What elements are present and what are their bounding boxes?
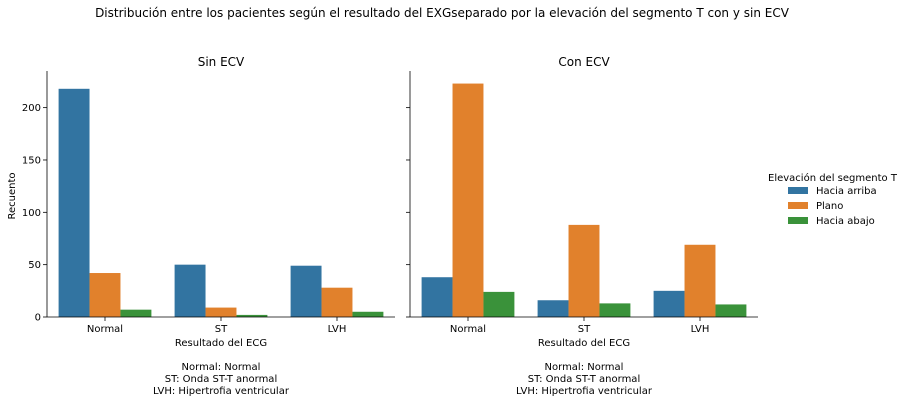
- x-tick-label-sin-ecv-st: ST: [215, 324, 228, 335]
- bar-sin-ecv-st-hacia-arriba: [174, 264, 206, 317]
- bar-con-ecv-st-plano: [568, 224, 600, 317]
- bar-sin-ecv-st-plano: [205, 307, 237, 317]
- note-line-1-sin-ecv: Normal: Normal: [182, 362, 261, 373]
- bar-con-ecv-normal-hacia-abajo: [483, 291, 515, 317]
- bar-con-ecv-normal-plano: [452, 83, 484, 317]
- bar-sin-ecv-lvh-hacia-abajo: [352, 311, 384, 317]
- bar-sin-ecv-lvh-plano: [321, 287, 353, 317]
- bar-sin-ecv-normal-plano: [89, 273, 121, 317]
- bar-con-ecv-st-hacia-abajo: [599, 303, 631, 317]
- note-line-3-sin-ecv: LVH: Hipertrofia ventricular: [153, 386, 290, 397]
- bar-con-ecv-st-hacia-arriba: [537, 300, 569, 317]
- legend: Elevación del segmento T Hacia arriba Pla…: [768, 172, 898, 227]
- y-tick-label-100: 100: [22, 208, 41, 219]
- panel-sin-ecv: Sin ECV Recuento Resultado del ECG Norma…: [7, 55, 395, 397]
- bar-con-ecv-lvh-plano: [684, 244, 716, 317]
- legend-swatch-plano: [788, 202, 808, 209]
- panel-title-sin-ecv: Sin ECV: [198, 55, 245, 69]
- x-axis-label-sin-ecv: Resultado del ECG: [175, 338, 267, 349]
- y-axis-label: Recuento: [7, 172, 18, 219]
- legend-swatch-hacia-arriba: [788, 187, 808, 194]
- x-tick-label-sin-ecv-lvh: LVH: [328, 324, 347, 335]
- bar-sin-ecv-normal-hacia-abajo: [120, 309, 152, 317]
- x-tick-label-con-ecv-st: ST: [578, 324, 591, 335]
- x-axis-label-con-ecv: Resultado del ECG: [538, 338, 630, 349]
- panel-con-ecv: Con ECV Resultado del ECG Normal: Normal…: [406, 55, 758, 397]
- bar-sin-ecv-st-hacia-abajo: [236, 314, 268, 317]
- note-line-3-con-ecv: LVH: Hipertrofia ventricular: [516, 386, 653, 397]
- bar-con-ecv-lvh-hacia-arriba: [653, 290, 685, 317]
- bar-con-ecv-lvh-hacia-abajo: [715, 304, 747, 317]
- note-line-2-sin-ecv: ST: Onda ST-T anormal: [165, 374, 277, 385]
- legend-label-plano: Plano: [816, 201, 843, 212]
- chart-title: Distribución entre los pacientes según e…: [95, 6, 790, 20]
- note-line-2-con-ecv: ST: Onda ST-T anormal: [528, 374, 640, 385]
- bar-sin-ecv-normal-hacia-arriba: [58, 88, 90, 317]
- bar-sin-ecv-lvh-hacia-arriba: [290, 265, 322, 317]
- legend-title: Elevación del segmento T: [768, 172, 898, 184]
- y-tick-label-150: 150: [22, 155, 41, 166]
- bar-con-ecv-normal-hacia-arriba: [421, 277, 453, 317]
- legend-swatch-hacia-abajo: [788, 217, 808, 224]
- legend-label-hacia-arriba: Hacia arriba: [816, 186, 877, 197]
- x-tick-label-con-ecv-lvh: LVH: [691, 324, 710, 335]
- panel-title-con-ecv: Con ECV: [558, 55, 610, 69]
- x-tick-label-con-ecv-normal: Normal: [450, 324, 486, 335]
- y-tick-label-50: 50: [28, 260, 41, 271]
- y-tick-label-200: 200: [22, 103, 41, 114]
- note-line-1-con-ecv: Normal: Normal: [545, 362, 624, 373]
- legend-label-hacia-abajo: Hacia abajo: [816, 216, 875, 227]
- y-tick-label-0: 0: [35, 313, 41, 324]
- x-tick-label-sin-ecv-normal: Normal: [87, 324, 123, 335]
